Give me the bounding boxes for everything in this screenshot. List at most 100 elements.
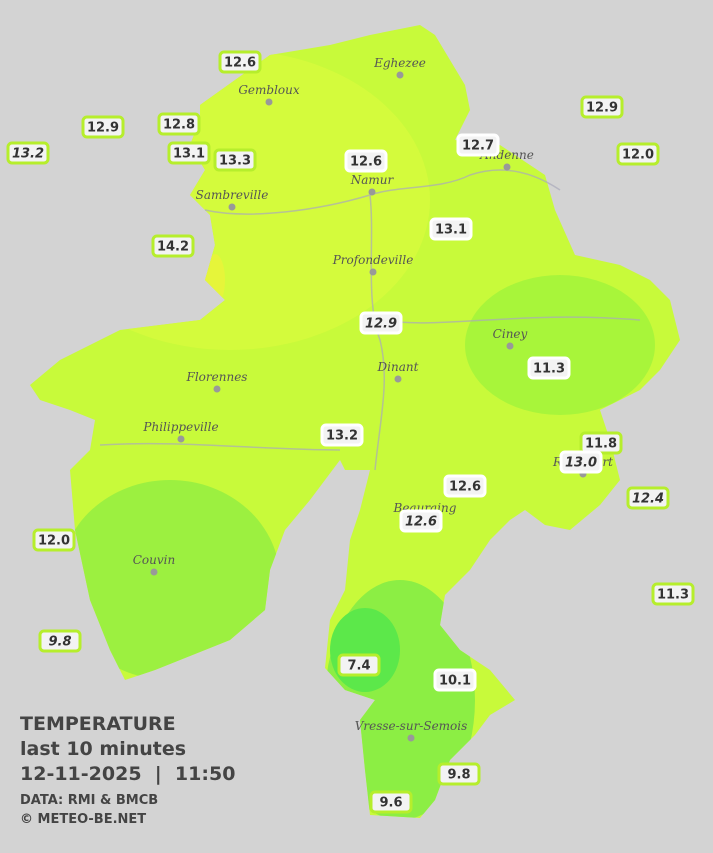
town-label: Sambreville: [196, 188, 269, 202]
station-box: [437, 762, 481, 786]
station-value: 12.9: [365, 317, 397, 332]
station-value: 12.4: [632, 492, 664, 507]
town-label: Vresse-sur-Semois: [355, 719, 468, 733]
station-box: [32, 528, 76, 552]
town-label: Couvin: [133, 553, 175, 567]
station-label: 10.1: [433, 668, 477, 692]
station-box: [38, 629, 82, 653]
station-value: 12.8: [163, 118, 195, 133]
station-box: [559, 450, 603, 474]
station-box: [81, 115, 125, 139]
legend-title: TEMPERATURE: [20, 713, 176, 735]
station-value: 9.8: [447, 768, 470, 783]
town-dot: [265, 98, 273, 106]
station-box: [218, 50, 262, 74]
station-label: 7.4: [337, 653, 381, 677]
station-value: 12.6: [405, 515, 437, 530]
station-value: 9.8: [48, 635, 71, 650]
town-dot: [506, 342, 514, 350]
town-label: Florennes: [186, 370, 248, 384]
town-dot: [213, 385, 221, 393]
station-label: 9.8: [437, 762, 481, 786]
station-box: [320, 423, 364, 447]
station-box: [433, 668, 477, 692]
station-box: [157, 112, 201, 136]
station-label: 12.6: [344, 149, 388, 173]
station-label: 13.1: [429, 217, 473, 241]
town-label: Philippeville: [142, 420, 218, 434]
station-value: 13.1: [435, 223, 467, 238]
legend-datetime: 12-11-2025 | 11:50: [20, 763, 235, 785]
station-value: 13.3: [219, 154, 251, 169]
station-label: 12.6: [218, 50, 262, 74]
town-label: Gembloux: [238, 83, 300, 97]
station-label: 12.9: [580, 95, 624, 119]
legend-subtitle: last 10 minutes: [20, 738, 186, 760]
station-box: [369, 790, 413, 814]
station-label: 12.4: [626, 486, 670, 510]
station-value: 11.3: [533, 362, 565, 377]
station-value: 13.2: [326, 429, 358, 444]
station-value: 12.0: [38, 534, 70, 549]
station-value: 10.1: [439, 674, 471, 689]
station-box: [456, 133, 500, 157]
station-label: 13.2: [320, 423, 364, 447]
station-value: 12.0: [622, 148, 654, 163]
station-box: [651, 582, 695, 606]
town-dot: [407, 734, 415, 742]
station-box: [399, 509, 443, 533]
station-box: [527, 356, 571, 380]
station-label: 12.9: [81, 115, 125, 139]
station-label: 11.3: [527, 356, 571, 380]
station-box: [359, 311, 403, 335]
station-box: [151, 234, 195, 258]
station-label: 11.8: [579, 431, 623, 455]
station-box: [429, 217, 473, 241]
station-label: 11.3: [651, 582, 695, 606]
town-label: Dinant: [377, 360, 419, 374]
station-value: 12.9: [586, 101, 618, 116]
station-value: 13.2: [12, 147, 44, 162]
station-value: 11.3: [657, 588, 689, 603]
station-label: 12.9: [359, 311, 403, 335]
town-dot: [150, 568, 158, 576]
station-box: [580, 95, 624, 119]
station-label: 13.0: [559, 450, 603, 474]
station-value: 12.6: [449, 480, 481, 495]
station-label: 12.0: [32, 528, 76, 552]
town-dot: [394, 375, 402, 383]
station-label: 13.1: [167, 141, 211, 165]
town-dot: [396, 71, 404, 79]
station-value: 14.2: [157, 240, 189, 255]
station-label: 13.3: [213, 148, 257, 172]
station-label: 9.6: [369, 790, 413, 814]
station-label: 12.6: [399, 509, 443, 533]
station-value: 9.6: [379, 796, 402, 811]
town-label: Eghezee: [373, 56, 426, 70]
legend-copyright: © METEO-BE.NET: [20, 812, 146, 827]
station-value: 13.1: [173, 147, 205, 162]
town-dot: [228, 203, 236, 211]
town-label: Profondeville: [332, 253, 414, 267]
station-label: 13.2: [6, 141, 50, 165]
station-box: [344, 149, 388, 173]
station-label: 12.6: [443, 474, 487, 498]
station-box: [6, 141, 50, 165]
town-dot: [177, 435, 185, 443]
station-label: 9.8: [38, 629, 82, 653]
station-label: 12.7: [456, 133, 500, 157]
town-label: Ciney: [493, 327, 528, 341]
station-value: 12.6: [224, 56, 256, 71]
town-dot: [369, 268, 377, 276]
station-box: [337, 653, 381, 677]
town-dot: [368, 188, 376, 196]
station-label: 12.0: [616, 142, 660, 166]
town-dot: [503, 163, 511, 171]
station-box: [167, 141, 211, 165]
station-label: 12.8: [157, 112, 201, 136]
station-box: [443, 474, 487, 498]
station-value: 11.8: [585, 437, 617, 452]
station-box: [616, 142, 660, 166]
station-label: 14.2: [151, 234, 195, 258]
